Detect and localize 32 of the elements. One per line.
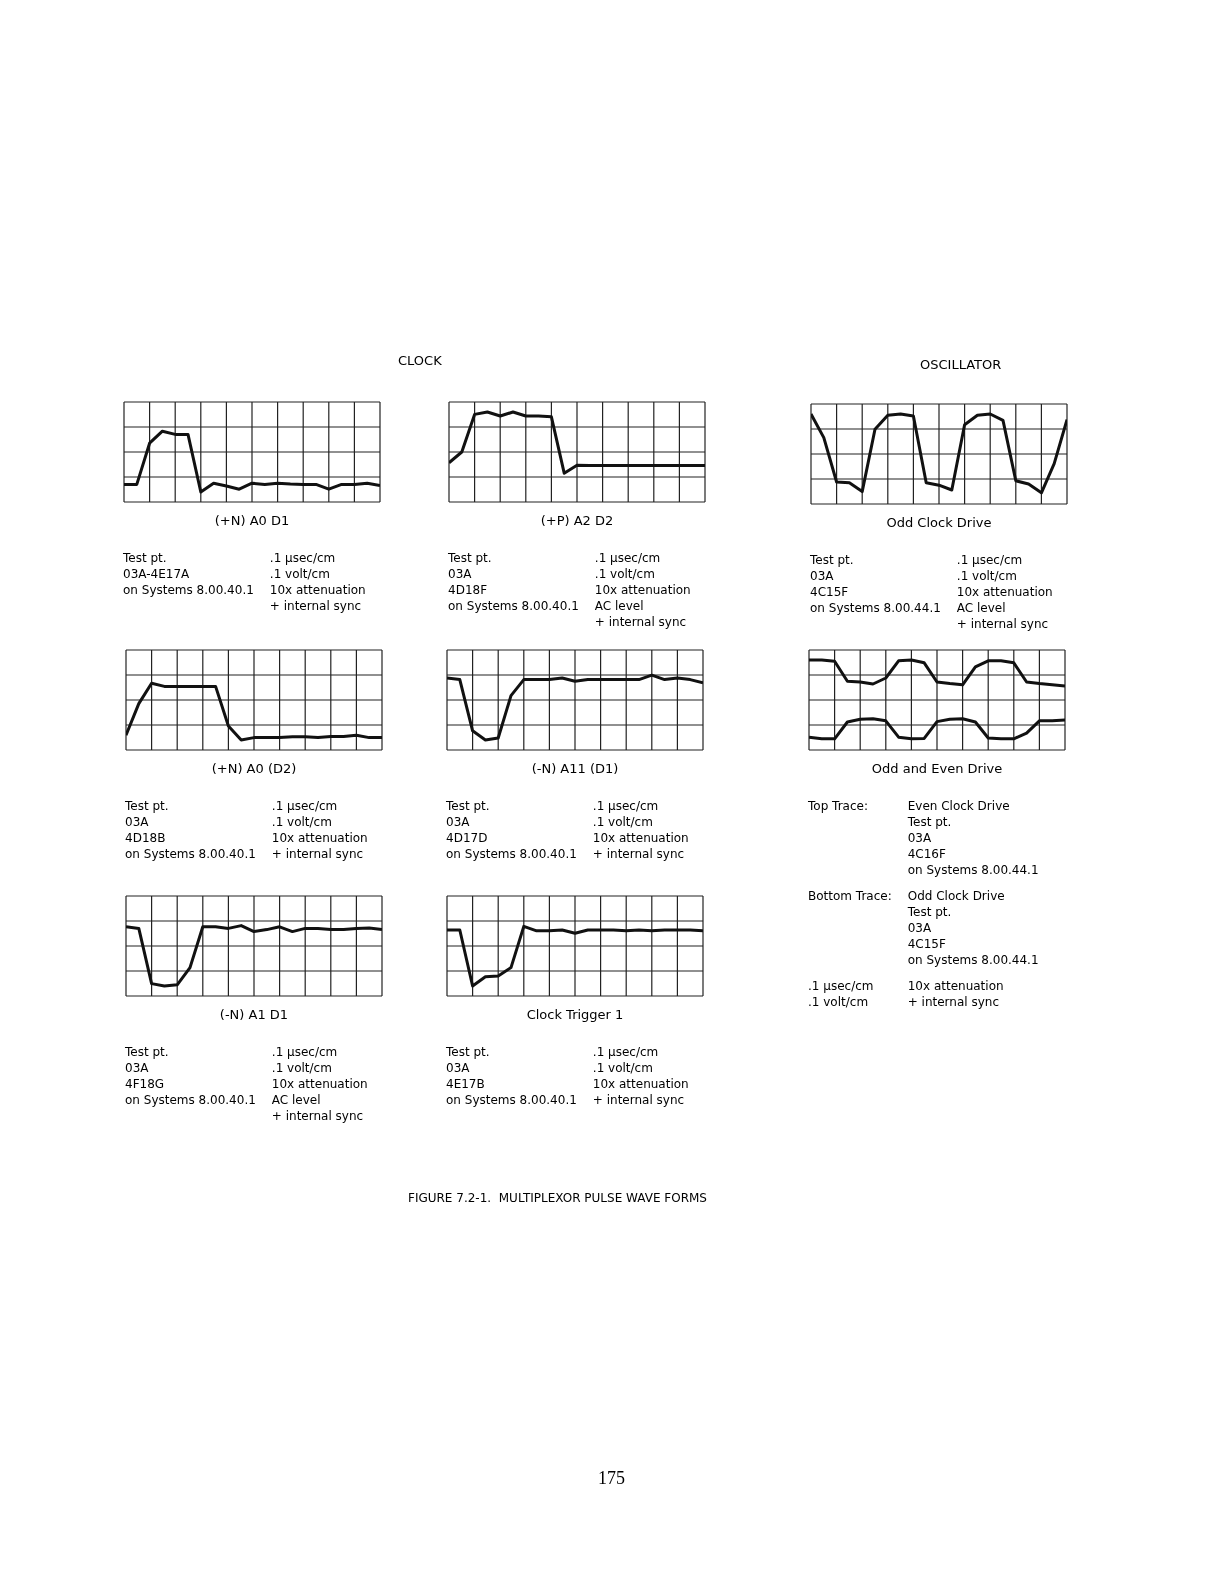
text: Test pt. 03A 4D18B on Systems 8.00.40.1 [125, 799, 256, 861]
text: Test pt. 03A 4F18G on Systems 8.00.40.1 [125, 1045, 256, 1107]
caption: FIGURE 7.2-1. MULTIPLEXOR PULSE WAVE FORMS [408, 1191, 707, 1205]
text: OSCILLATOR [920, 357, 1002, 372]
text: (-N) A11 (D1) [531, 761, 619, 776]
text: .1 µsec/cm .1 volt/cm 10x attenuation AC level + internal sync [271, 1045, 368, 1123]
text: 175 [598, 1468, 625, 1488]
text: Odd Clock Drive [886, 515, 992, 530]
text: Even Clock Drive Test pt. 03A 4C16F on Systems 8.00.44.1 [907, 799, 1039, 877]
text: .1 µsec/cm .1 volt/cm 10x attenuation + internal sync [269, 551, 366, 613]
text: Odd and Even Drive [871, 761, 1003, 776]
text: (+N) A0 (D2) [211, 761, 297, 776]
text: CLOCK [398, 353, 442, 368]
text: Clock Trigger 1 [526, 1007, 624, 1022]
text: Test pt. 03A 4E17B on Systems 8.00.40.1 [446, 1045, 577, 1107]
text: Test pt. 03A-4E17A on Systems 8.00.40.1 [123, 551, 254, 597]
text: (+P) A2 D2 [540, 513, 614, 528]
text: Test pt. 03A 4D18F on Systems 8.00.40.1 [448, 551, 579, 613]
text: Top Trace: [808, 799, 868, 813]
text: .1 µsec/cm .1 volt/cm 10x attenuation AC level + internal sync [956, 553, 1053, 631]
text: .1 µsec/cm .1 volt/cm 10x attenuation + internal sync [271, 799, 368, 861]
text: Test pt. 03A 4D17D on Systems 8.00.40.1 [446, 799, 577, 861]
text: (-N) A1 D1 [219, 1007, 289, 1022]
text: .1 µsec/cm .1 volt/cm [808, 979, 874, 1009]
text: Test pt. 03A 4C15F on Systems 8.00.44.1 [810, 553, 941, 615]
text: (+N) A0 D1 [214, 513, 290, 528]
text: .1 µsec/cm .1 volt/cm 10x attenuation AC level + internal sync [594, 551, 691, 629]
text: Odd Clock Drive Test pt. 03A 4C15F on Systems 8.00.44.1 [907, 889, 1039, 967]
text: 10x attenuation + internal sync [907, 979, 1004, 1009]
text: .1 µsec/cm .1 volt/cm 10x attenuation + internal sync [592, 799, 689, 861]
text: .1 µsec/cm .1 volt/cm 10x attenuation + internal sync [592, 1045, 689, 1107]
text: Bottom Trace: [808, 889, 892, 903]
